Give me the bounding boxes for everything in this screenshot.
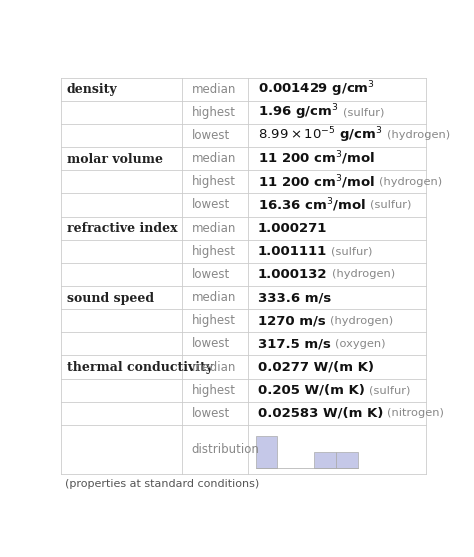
Text: sound speed: sound speed xyxy=(66,292,154,305)
Text: 11 200 cm$^3$/mol: 11 200 cm$^3$/mol xyxy=(258,173,374,190)
Text: 333.6 m/s: 333.6 m/s xyxy=(258,291,331,304)
Text: 1270 m/s: 1270 m/s xyxy=(258,314,325,328)
Text: median: median xyxy=(191,360,236,374)
Text: median: median xyxy=(191,82,236,96)
Text: 16.36 cm$^3$/mol: 16.36 cm$^3$/mol xyxy=(258,196,365,214)
Text: 1.000271: 1.000271 xyxy=(258,222,327,234)
Text: density: density xyxy=(66,84,117,96)
Text: 0.02583 W/(m K): 0.02583 W/(m K) xyxy=(258,407,383,420)
Text: 0.001429 g/cm$^3$: 0.001429 g/cm$^3$ xyxy=(258,79,374,99)
Text: 11 200 cm$^3$/mol: 11 200 cm$^3$/mol xyxy=(258,150,374,168)
Bar xyxy=(336,452,358,468)
Text: lowest: lowest xyxy=(191,198,230,212)
Text: highest: highest xyxy=(191,314,236,328)
Bar xyxy=(256,436,277,468)
Text: highest: highest xyxy=(191,175,236,188)
Text: highest: highest xyxy=(191,245,236,258)
Bar xyxy=(314,452,336,468)
Text: (sulfur): (sulfur) xyxy=(343,108,384,118)
Text: (hydrogen): (hydrogen) xyxy=(387,130,450,140)
Text: refractive index: refractive index xyxy=(66,222,177,235)
Text: $8.99\times10^{-5}$ g/cm$^3$: $8.99\times10^{-5}$ g/cm$^3$ xyxy=(258,126,382,145)
Text: lowest: lowest xyxy=(191,338,230,350)
Text: (sulfur): (sulfur) xyxy=(370,200,411,210)
Text: lowest: lowest xyxy=(191,129,230,142)
Text: (nitrogen): (nitrogen) xyxy=(387,408,444,418)
Text: 317.5 m/s: 317.5 m/s xyxy=(258,338,330,350)
Text: highest: highest xyxy=(191,106,236,119)
Text: thermal conductivity: thermal conductivity xyxy=(66,361,213,374)
Text: lowest: lowest xyxy=(191,268,230,281)
Text: molar volume: molar volume xyxy=(66,153,163,166)
Text: 0.0277 W/(m K): 0.0277 W/(m K) xyxy=(258,360,374,374)
Text: (hydrogen): (hydrogen) xyxy=(330,316,393,326)
Text: 1.000132: 1.000132 xyxy=(258,268,327,281)
Text: lowest: lowest xyxy=(191,407,230,420)
Text: (hydrogen): (hydrogen) xyxy=(331,270,395,280)
Text: (sulfur): (sulfur) xyxy=(369,385,410,395)
Text: 1.96 g/cm$^3$: 1.96 g/cm$^3$ xyxy=(258,102,338,122)
Text: (properties at standard conditions): (properties at standard conditions) xyxy=(65,478,259,488)
Text: (oxygen): (oxygen) xyxy=(335,339,385,349)
Text: distribution: distribution xyxy=(191,443,259,456)
Text: 1.001111: 1.001111 xyxy=(258,245,327,258)
Text: median: median xyxy=(191,152,236,165)
Text: (hydrogen): (hydrogen) xyxy=(379,177,442,187)
Text: median: median xyxy=(191,222,236,234)
Text: median: median xyxy=(191,291,236,304)
Text: (sulfur): (sulfur) xyxy=(331,246,373,256)
Text: highest: highest xyxy=(191,384,236,397)
Text: 0.205 W/(m K): 0.205 W/(m K) xyxy=(258,384,365,397)
